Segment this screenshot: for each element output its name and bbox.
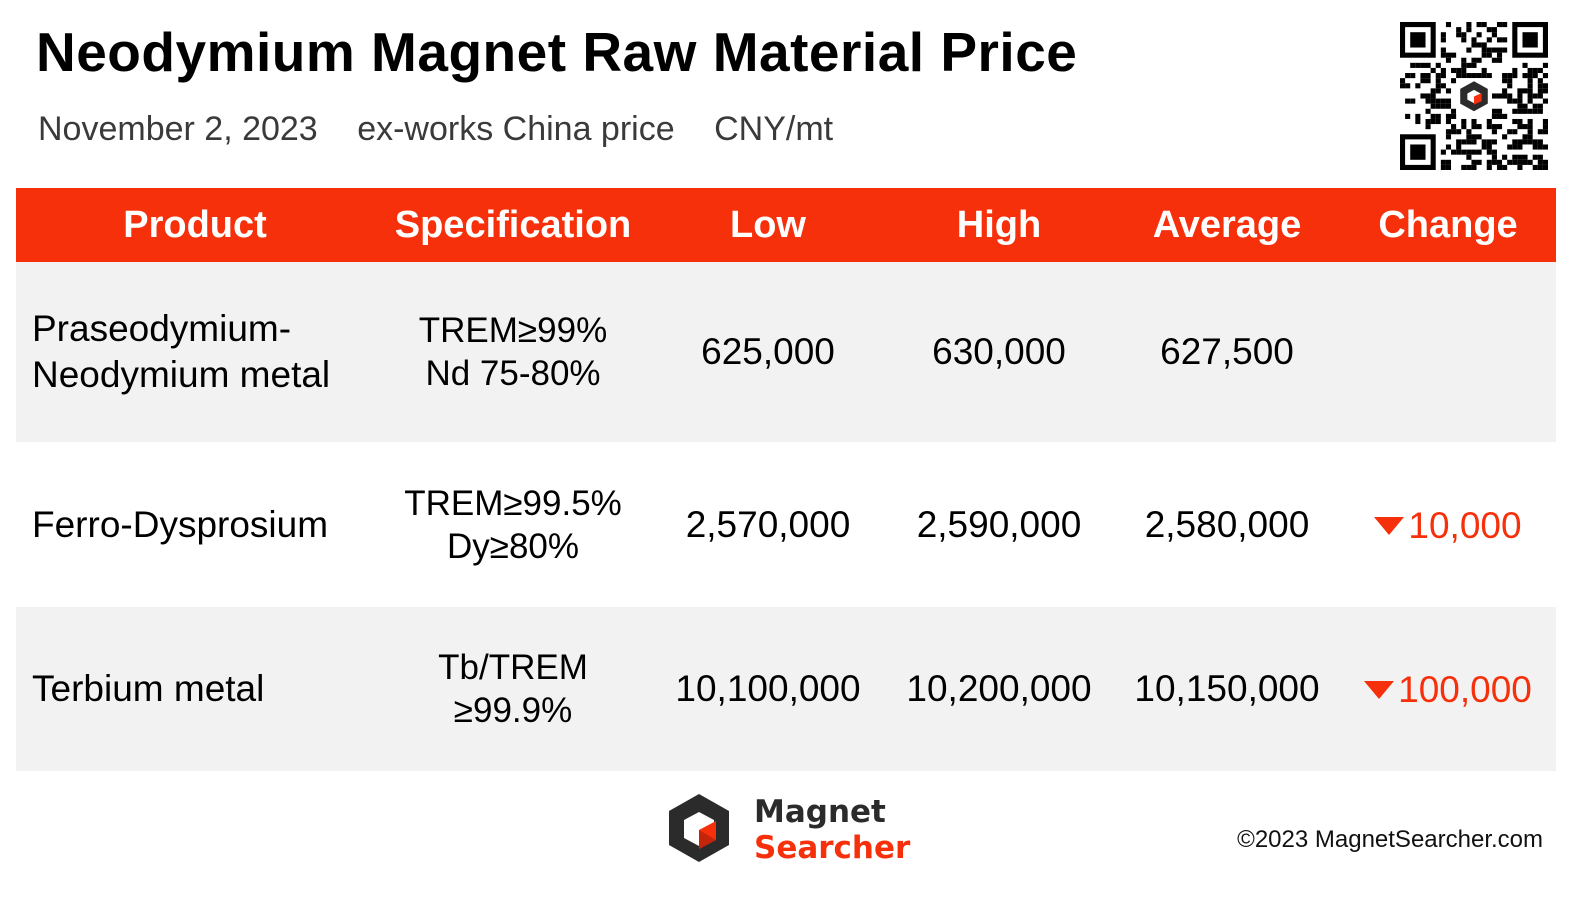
cell-product: Terbium metal	[16, 666, 374, 712]
cell-specification: TREM≥99.5% Dy≥80%	[374, 482, 652, 568]
cell-high: 10,200,000	[906, 668, 1092, 709]
change-amount: 100,000	[1398, 669, 1532, 710]
specification-line: TREM≥99%	[418, 311, 608, 350]
column-header-low: Low	[730, 203, 806, 246]
product-name-line: Ferro-Dysprosium	[32, 503, 329, 545]
column-header-high: High	[956, 203, 1042, 246]
change-value: 100,000	[1364, 669, 1532, 711]
cell-average: 2,580,000	[1144, 503, 1310, 545]
triangle-down-icon	[1364, 681, 1395, 699]
specification-line: Tb/TREM	[438, 648, 588, 687]
table-row: Praseodymium- Neodymium metal TREM≥99% Nd 7…	[16, 262, 1556, 442]
column-header-average: Average	[1152, 203, 1302, 246]
column-header-change: Change	[1378, 203, 1518, 246]
cell-product: Ferro-Dysprosium	[16, 502, 374, 548]
table-row: Terbium metal Tb/TREM ≥99.9% 10,100,000 10,2…	[16, 607, 1556, 771]
cell-change: 100,000	[1340, 667, 1556, 711]
magnet-searcher-logo-icon	[669, 794, 729, 862]
product-name-line: Neodymium metal	[32, 354, 331, 395]
cell-specification: Tb/TREM ≥99.9%	[374, 646, 652, 732]
page-title: Neodymium Magnet Raw Material Price	[36, 21, 1078, 83]
specification-line: ≥99.9%	[453, 691, 573, 730]
specification-line: Dy≥80%	[446, 526, 580, 566]
cell-low: 625,000	[701, 331, 835, 372]
page-subtitle: November 2, 2023 ex-works China price CN…	[38, 110, 863, 149]
product-name-line: Terbium metal	[32, 668, 265, 709]
column-header-specification: Specification	[394, 203, 632, 246]
cell-product: Praseodymium- Neodymium metal	[16, 306, 374, 398]
cell-average: 10,150,000	[1134, 668, 1320, 709]
cell-low: 10,100,000	[675, 668, 861, 709]
cell-high: 630,000	[932, 331, 1066, 372]
change-amount: 10,000	[1408, 504, 1522, 546]
cell-change: 10,000	[1340, 503, 1556, 547]
magnet-searcher-logo: Magnet Searcher	[669, 794, 911, 866]
logo-text-magnet: Magnet	[754, 794, 886, 830]
specification-line: TREM≥99.5%	[404, 483, 622, 523]
column-header-product: Product	[123, 203, 267, 246]
triangle-down-icon	[1374, 516, 1405, 535]
specification-line: Nd 75-80%	[425, 354, 601, 393]
cell-average: 627,500	[1160, 331, 1294, 372]
price-table: Product Specification Low High Average C…	[16, 188, 1556, 771]
price-date: November 2, 2023	[38, 110, 318, 148]
copyright-text: ©2023 MagnetSearcher.com	[1237, 826, 1543, 853]
cell-high: 2,590,000	[916, 503, 1082, 545]
table-header: Product Specification Low High Average C…	[16, 188, 1556, 262]
product-name-line: Praseodymium-	[32, 308, 292, 349]
price-basis: ex-works China price	[357, 110, 675, 148]
cell-specification: TREM≥99% Nd 75-80%	[374, 309, 652, 395]
logo-text-searcher: Searcher	[754, 830, 911, 866]
qr-code-icon	[1400, 22, 1548, 170]
table-row: Ferro-Dysprosium TREM≥99.5% Dy≥80% 2,570,00…	[16, 442, 1556, 607]
price-unit: CNY/mt	[714, 110, 834, 148]
change-value: 10,000	[1374, 504, 1522, 547]
cell-low: 2,570,000	[685, 503, 851, 545]
table-body: Praseodymium- Neodymium metal TREM≥99% Nd 7…	[16, 262, 1556, 771]
